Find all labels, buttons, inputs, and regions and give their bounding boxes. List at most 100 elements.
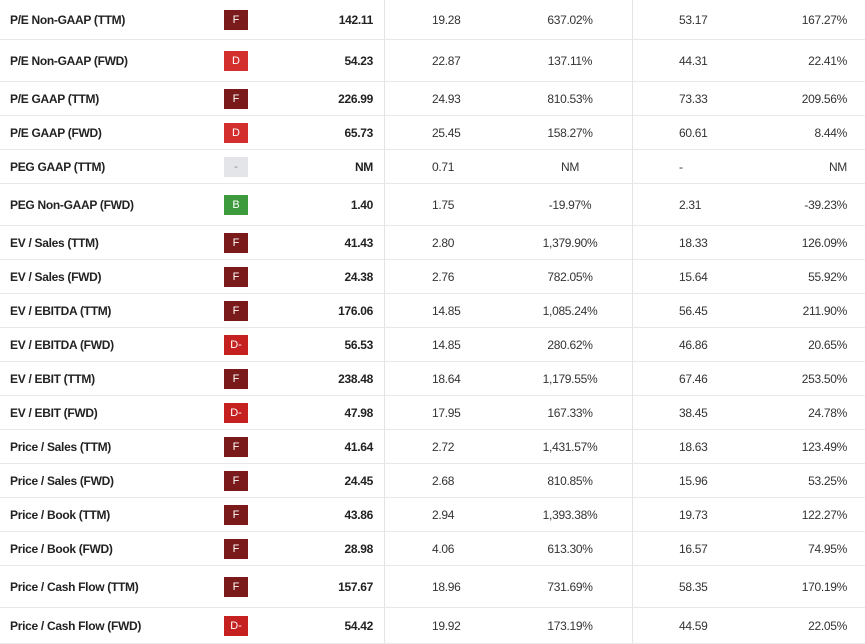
table-row: Price / Sales (FWD) F 24.45 2.68 810.85% 15.9… xyxy=(0,464,865,498)
diff-to-five-year-avg: 53.25% xyxy=(808,473,847,488)
grade-badge: F xyxy=(224,368,248,389)
company-value: 41.43 xyxy=(344,235,373,250)
sector-median: 14.85 xyxy=(432,337,461,352)
five-year-avg: 67.46 xyxy=(679,371,708,386)
metric-label[interactable]: P/E GAAP (FWD) xyxy=(10,125,102,140)
metric-label[interactable]: Price / Sales (FWD) xyxy=(10,473,114,488)
metric-label[interactable]: Price / Sales (TTM) xyxy=(10,439,111,454)
company-value: 41.64 xyxy=(344,439,373,454)
diff-to-five-year-avg: 253.50% xyxy=(801,371,848,386)
metric-label[interactable]: PEG Non-GAAP (FWD) xyxy=(10,197,134,212)
diff-to-sector: 280.62% xyxy=(547,337,593,352)
metric-label[interactable]: Price / Book (FWD) xyxy=(10,541,113,556)
five-year-avg: 58.35 xyxy=(679,579,708,594)
company-value: 54.42 xyxy=(344,618,373,633)
company-value: 56.53 xyxy=(344,337,373,352)
diff-to-sector: 731.69% xyxy=(547,579,593,594)
metric-label[interactable]: PEG GAAP (TTM) xyxy=(10,159,105,174)
diff-to-five-year-avg: 8.44% xyxy=(814,125,847,140)
five-year-avg: 18.33 xyxy=(679,235,708,250)
sector-median: 2.68 xyxy=(432,473,455,488)
table-row: EV / Sales (TTM) F 41.43 2.80 1,379.90% 18.33… xyxy=(0,226,865,260)
five-year-avg: 46.86 xyxy=(679,337,708,352)
diff-to-five-year-avg: 22.41% xyxy=(808,53,847,68)
table-row: Price / Book (FWD) F 28.98 4.06 613.30% 16.57… xyxy=(0,532,865,566)
grade-badge: F xyxy=(224,300,248,321)
metric-label[interactable]: P/E Non-GAAP (FWD) xyxy=(10,53,128,68)
diff-to-sector: -19.97% xyxy=(548,197,592,212)
grade-badge: F xyxy=(224,538,248,559)
grade-badge: D xyxy=(224,50,248,71)
sector-median: 14.85 xyxy=(432,303,461,318)
diff-to-sector: NM xyxy=(560,159,580,174)
grade-badge: - xyxy=(224,156,248,177)
grade-badge: F xyxy=(224,232,248,253)
company-value: 47.98 xyxy=(344,405,373,420)
diff-to-sector: 167.33% xyxy=(547,405,593,420)
five-year-avg: 73.33 xyxy=(679,91,708,106)
table-row: P/E Non-GAAP (FWD) D 54.23 22.87 137.11% 44.3… xyxy=(0,40,865,82)
five-year-avg: 15.64 xyxy=(679,269,708,284)
five-year-avg: 60.61 xyxy=(679,125,708,140)
five-year-avg: 18.63 xyxy=(679,439,708,454)
metric-label[interactable]: Price / Book (TTM) xyxy=(10,507,110,522)
sector-median: 4.06 xyxy=(432,541,455,556)
company-value: 43.86 xyxy=(344,507,373,522)
company-value: 24.38 xyxy=(344,269,373,284)
company-value: 226.99 xyxy=(338,91,373,106)
sector-median: 1.75 xyxy=(432,197,455,212)
metric-label[interactable]: P/E Non-GAAP (TTM) xyxy=(10,12,126,27)
diff-to-five-year-avg: 22.05% xyxy=(808,618,847,633)
five-year-avg: 53.17 xyxy=(679,12,708,27)
sector-median: 2.80 xyxy=(432,235,455,250)
grade-badge: F xyxy=(224,504,248,525)
five-year-avg: 16.57 xyxy=(679,541,708,556)
grade-badge: F xyxy=(224,88,248,109)
company-value: 142.11 xyxy=(338,12,374,27)
diff-to-five-year-avg: 211.90% xyxy=(802,303,848,318)
metric-label[interactable]: EV / EBITDA (TTM) xyxy=(10,303,112,318)
metric-label[interactable]: EV / Sales (TTM) xyxy=(10,235,99,250)
grade-badge: D- xyxy=(224,334,248,355)
diff-to-five-year-avg: 167.27% xyxy=(801,12,848,27)
company-value: 65.73 xyxy=(344,125,373,140)
diff-to-sector: 637.02% xyxy=(547,12,593,27)
metric-label[interactable]: Price / Cash Flow (FWD) xyxy=(10,618,142,633)
grade-badge: F xyxy=(224,266,248,287)
company-value: 238.48 xyxy=(338,371,373,386)
metric-label[interactable]: Price / Cash Flow (TTM) xyxy=(10,579,139,594)
diff-to-five-year-avg: 123.49% xyxy=(801,439,848,454)
grade-badge: D- xyxy=(224,402,248,423)
company-value: 54.23 xyxy=(344,53,373,68)
sector-median: 0.71 xyxy=(432,159,455,174)
table-row: PEG GAAP (TTM) - NM 0.71 NM - NM xyxy=(0,150,865,184)
diff-to-sector: 1,085.24% xyxy=(542,303,598,318)
five-year-avg: 2.31 xyxy=(679,197,702,212)
sector-median: 18.96 xyxy=(432,579,461,594)
five-year-avg: 44.31 xyxy=(679,53,708,68)
diff-to-sector: 158.27% xyxy=(547,125,593,140)
diff-to-sector: 137.11% xyxy=(547,53,593,68)
metric-label[interactable]: P/E GAAP (TTM) xyxy=(10,91,99,106)
sector-median: 17.95 xyxy=(432,405,461,420)
metric-label[interactable]: EV / EBIT (TTM) xyxy=(10,371,95,386)
table-row: Price / Cash Flow (TTM) F 157.67 18.96 731.6… xyxy=(0,566,865,608)
diff-to-sector: 810.85% xyxy=(547,473,593,488)
grade-badge: F xyxy=(224,470,248,491)
five-year-avg: 56.45 xyxy=(679,303,708,318)
metric-label[interactable]: EV / EBITDA (FWD) xyxy=(10,337,114,352)
table-row: Price / Sales (TTM) F 41.64 2.72 1,431.57% 18… xyxy=(0,430,865,464)
grade-badge: F xyxy=(224,9,248,30)
five-year-avg: - xyxy=(679,159,683,174)
diff-to-five-year-avg: 24.78% xyxy=(808,405,847,420)
metric-label[interactable]: EV / Sales (FWD) xyxy=(10,269,102,284)
diff-to-sector: 1,393.38% xyxy=(542,507,598,522)
diff-to-five-year-avg: 55.92% xyxy=(808,269,847,284)
diff-to-sector: 810.53% xyxy=(547,91,593,106)
table-row: EV / EBITDA (FWD) D- 56.53 14.85 280.62% 46.8… xyxy=(0,328,865,362)
sector-median: 2.94 xyxy=(432,507,455,522)
company-value: 157.67 xyxy=(338,579,373,594)
five-year-avg: 38.45 xyxy=(679,405,708,420)
sector-median: 18.64 xyxy=(432,371,461,386)
metric-label[interactable]: EV / EBIT (FWD) xyxy=(10,405,98,420)
